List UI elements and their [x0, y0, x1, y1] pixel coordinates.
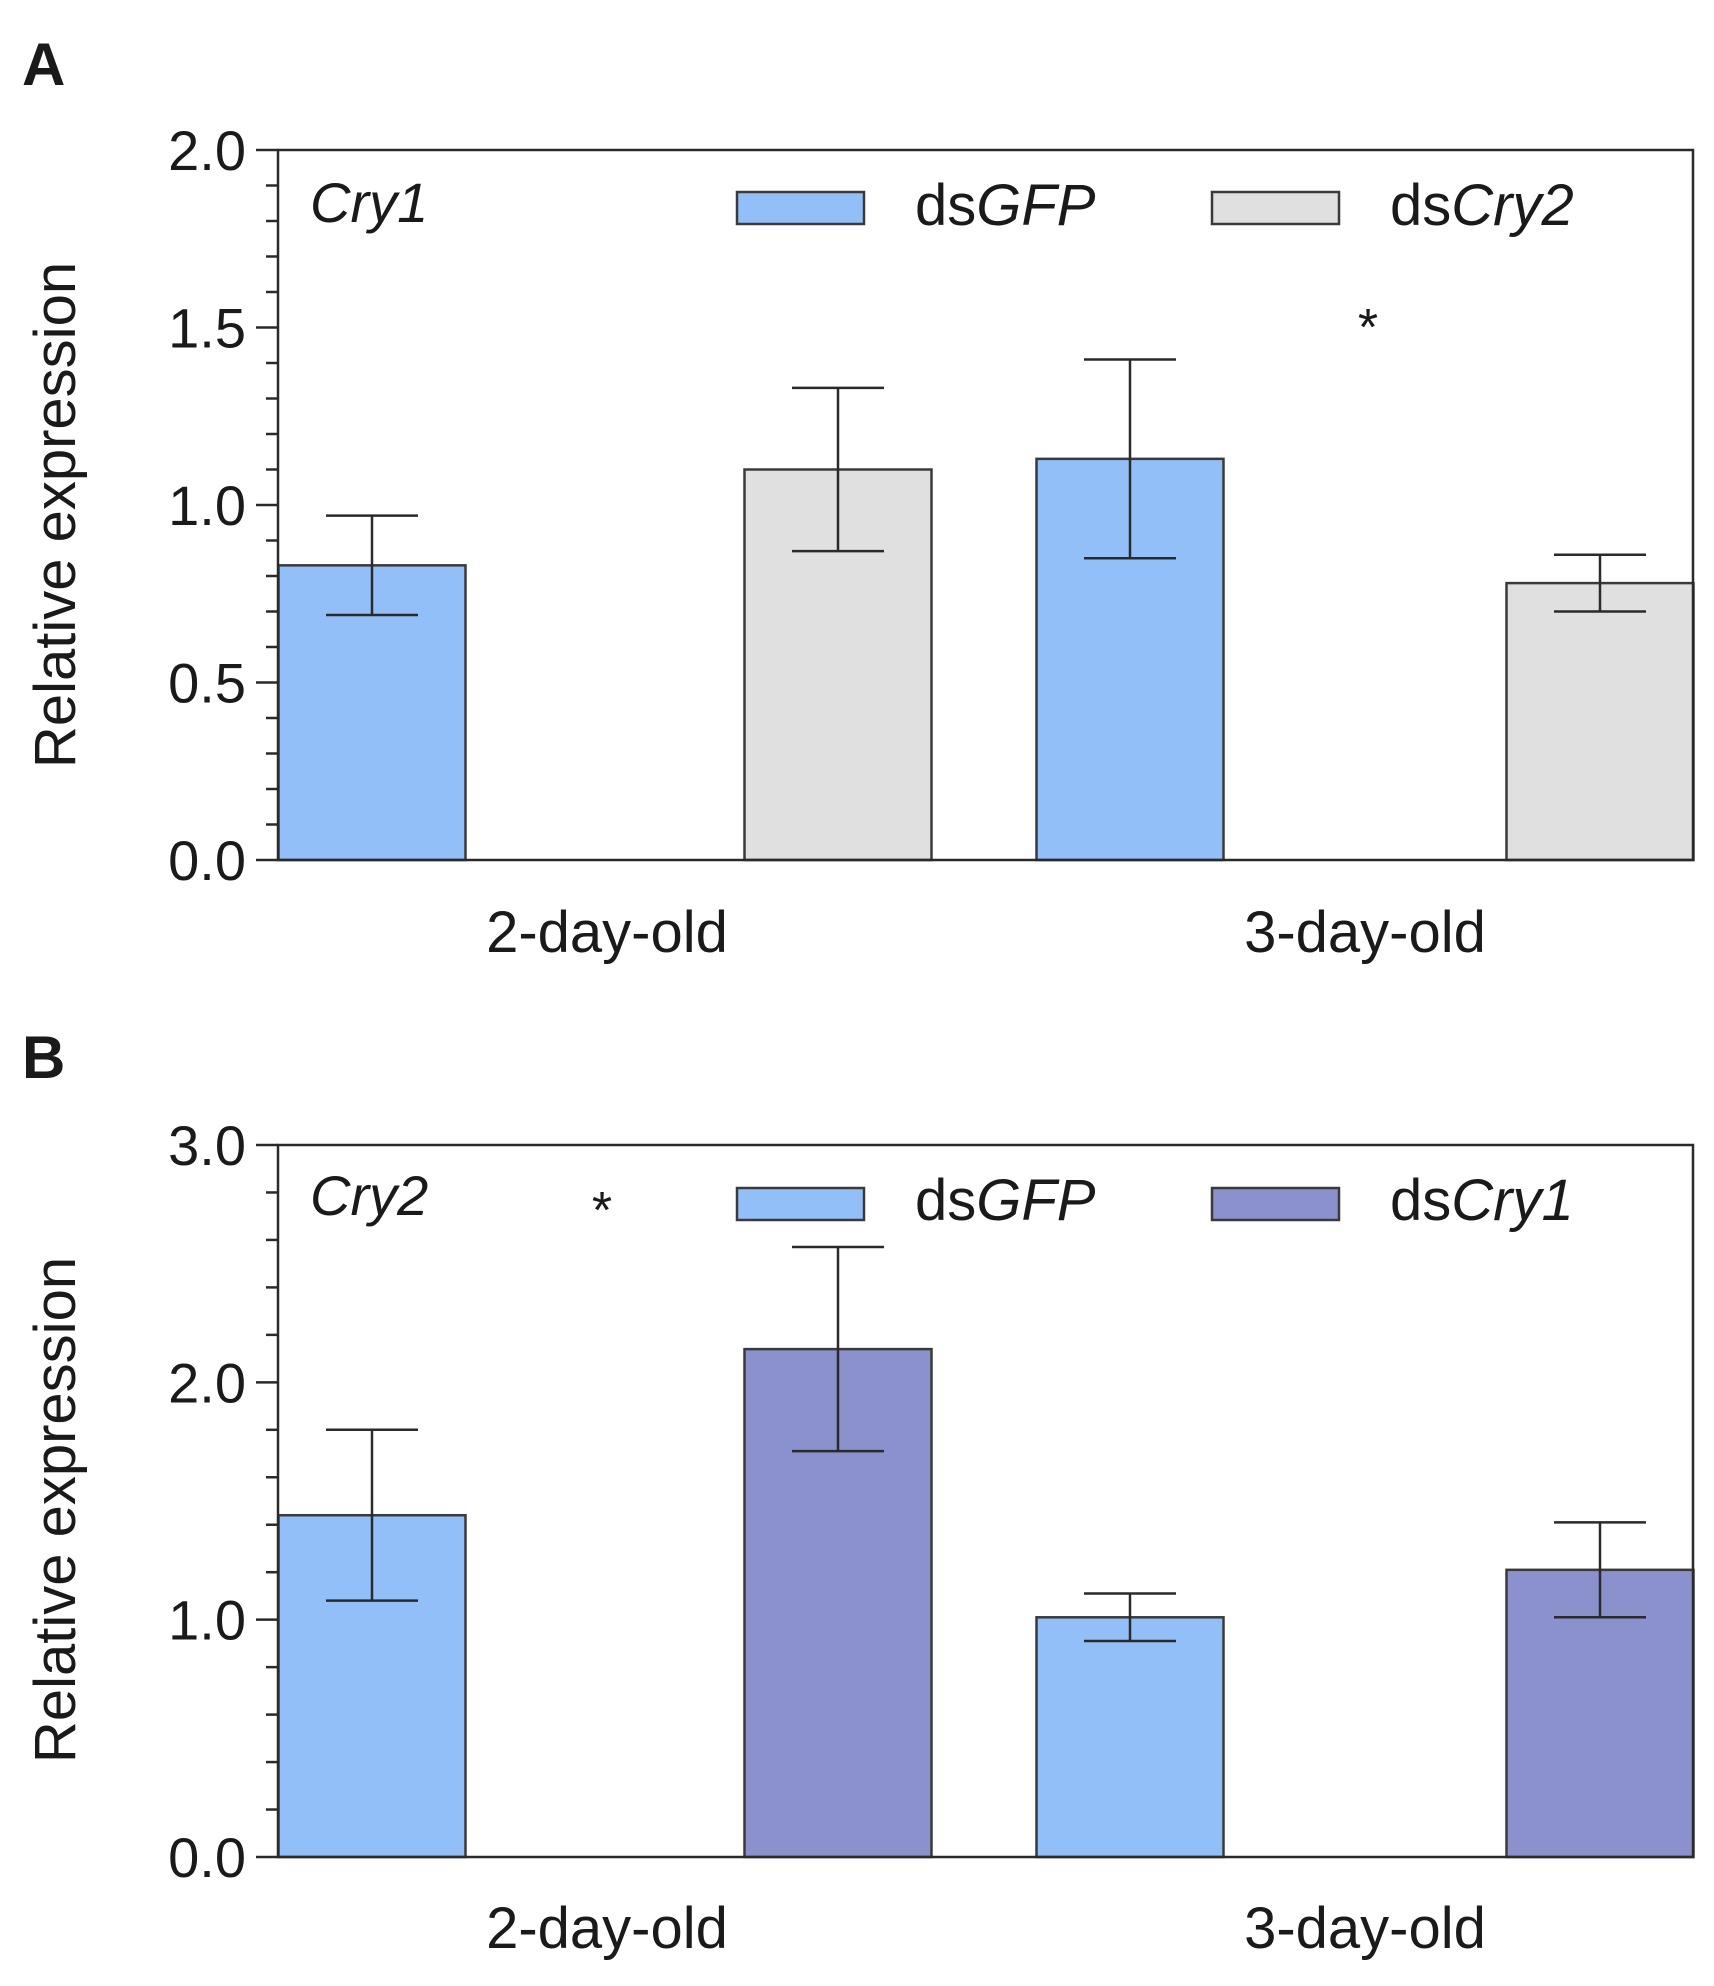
panel-b-bars	[277, 1245, 1695, 1859]
panel-a-plot-frame	[276, 148, 1695, 862]
panel-a-y-axis-title: Relative expression	[23, 262, 88, 768]
panel-a-significance-marker: *	[1358, 299, 1378, 357]
panel-b-chart: B Relative expression 0.01.02.03.0 Cry2 …	[22, 1024, 1695, 1961]
panel-a-legend-label-1: dsGFP	[915, 173, 1096, 238]
panel-a-y-tick-label: 1.5	[168, 297, 246, 360]
panel-b-category-label: 3-day-old	[1244, 1896, 1486, 1961]
panel-a-category-label: 3-day-old	[1244, 900, 1486, 965]
panel-b-category-label: 2-day-old	[486, 1896, 728, 1961]
panel-b-letter: B	[22, 1024, 65, 1091]
panel-a-bar-dsgfp-2-day-old	[277, 564, 467, 862]
panel-a-y-tick-label: 0.0	[168, 829, 246, 892]
panel-a-y-tick-label: 1.0	[168, 474, 246, 537]
panel-a-bars	[277, 358, 1695, 862]
panel-b-legend: dsGFP dsCry1	[735, 1168, 1574, 1233]
panel-a-gene-label: Cry1	[310, 171, 428, 234]
panel-b-y-tick-label: 1.0	[168, 1589, 246, 1652]
panel-a-legend-swatch-1	[735, 190, 866, 226]
panel-b-legend-swatch-2	[1210, 1186, 1341, 1222]
panel-a-legend: dsGFP dsCry2	[735, 173, 1574, 238]
panel-a-chart: A Relative expression 0.0 0.5 1.0 1.5 2.0 Cr…	[22, 31, 1695, 965]
panel-a-letter: A	[22, 31, 65, 98]
panel-b-legend-swatch-1	[735, 1186, 866, 1222]
panel-a-legend-label-2: dsCry2	[1390, 173, 1574, 238]
panel-a-y-tick-label: 0.5	[168, 652, 246, 715]
panel-b-y-ticks: 0.0 1.0 2.0 3.0	[168, 1114, 278, 1889]
panel-b-gene-label: Cry2	[310, 1164, 428, 1227]
panel-a-bar-dscry2-3-day-old	[1505, 581, 1695, 862]
panel-b-bar-dsgfp-3-day-old	[1035, 1616, 1225, 1859]
panel-b-plot-frame	[276, 1143, 1695, 1859]
panel-b-significance-marker: *	[592, 1182, 612, 1240]
panel-b-y-tick-label: 3.0	[168, 1114, 246, 1177]
panel-b-legend-label-2: dsCry1	[1390, 1168, 1574, 1233]
panel-b-y-axis-title: Relative expression	[23, 1257, 88, 1763]
panel-a-y-ticks: 0.0 0.5 1.0 1.5 2.0	[168, 119, 278, 892]
panel-a-y-tick-label: 2.0	[168, 119, 246, 182]
panel-b-y-tick-label: 0.0	[168, 1826, 246, 1889]
panel-b-y-tick-label: 2.0	[168, 1351, 246, 1414]
panel-a-legend-swatch-2	[1210, 190, 1341, 226]
panel-a-category-label: 2-day-old	[486, 900, 728, 965]
panel-b-legend-label-1: dsGFP	[915, 1168, 1096, 1233]
